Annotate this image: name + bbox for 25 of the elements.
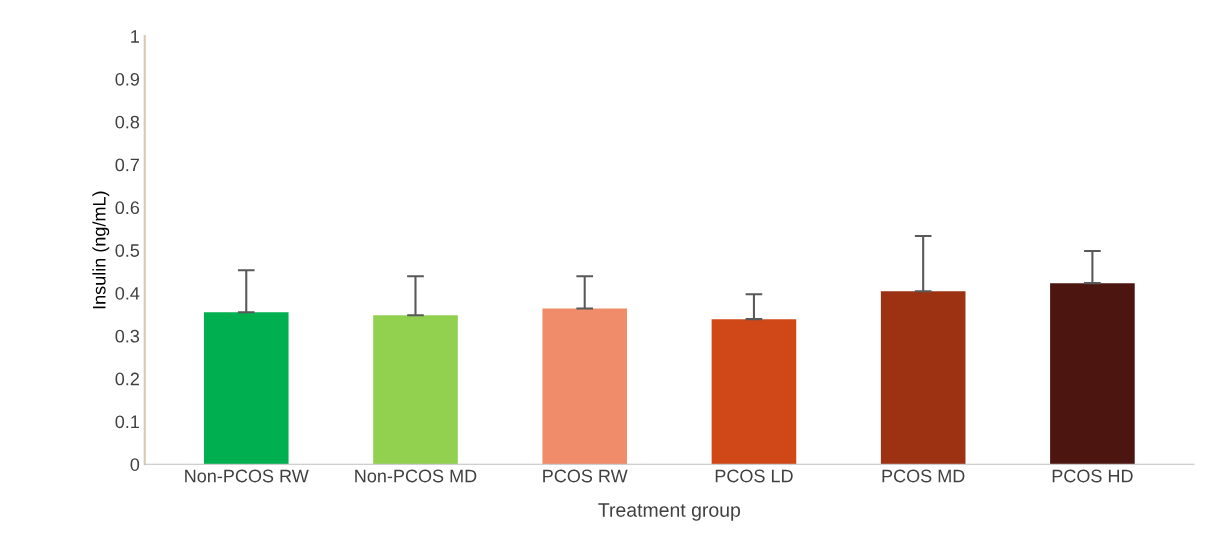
y-axis-title: Insulin (ng/mL) (92, 191, 110, 309)
x-tick-label: PCOS RW (543, 469, 628, 483)
bar (373, 315, 458, 465)
y-tick-label: 0.4 (115, 286, 140, 300)
y-tick-label: 0.5 (115, 244, 140, 257)
x-tick-label: Non-PCOS RW (185, 469, 309, 483)
y-tick-label: 0.2 (115, 372, 139, 386)
x-tick-label: PCOS HD (1052, 469, 1133, 483)
y-tick-label: 0.7 (115, 158, 139, 172)
y-tick-label: 0.3 (115, 329, 140, 343)
y-tick-label: 1 (131, 30, 139, 43)
y-tick-label: 0 (130, 458, 140, 471)
x-tick-label: PCOS LD (715, 469, 793, 483)
y-tick-label: 0.9 (115, 72, 140, 86)
y-tick-label: 0.8 (115, 115, 140, 129)
bar (1050, 283, 1135, 465)
x-tick-label: Non-PCOS MD (355, 469, 477, 483)
x-axis-title: Treatment group (598, 503, 741, 521)
bar (203, 312, 289, 465)
y-tick-label: 0.1 (115, 415, 139, 429)
bar (711, 319, 797, 465)
bar (880, 291, 966, 465)
bar (542, 308, 628, 465)
x-tick-label: PCOS MD (882, 469, 965, 483)
y-tick-label: 0.6 (115, 201, 140, 215)
